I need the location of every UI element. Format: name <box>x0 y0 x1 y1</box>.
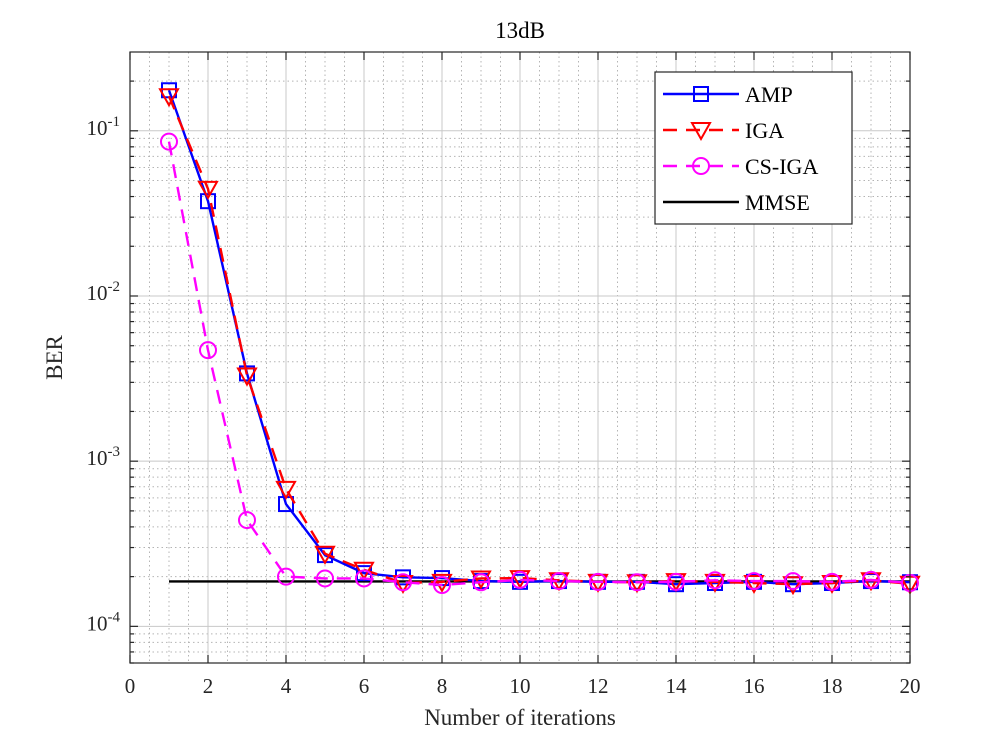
data-point-cs-iga <box>745 572 763 591</box>
data-point-cs-iga <box>706 571 724 590</box>
data-point-iga <box>431 573 453 593</box>
data-point-cs-iga <box>550 572 568 591</box>
data-point-cs-iga <box>628 573 646 592</box>
legend: AMP IGA CS-IGA MMSE <box>654 71 853 225</box>
chart-title: 13dB <box>495 18 545 43</box>
data-point-iga <box>392 575 414 595</box>
y-tick-label: 10-3 <box>87 444 121 470</box>
x-axis-title: Number of iterations <box>424 705 616 730</box>
data-point-cs-iga <box>472 573 490 592</box>
data-point-cs-iga <box>823 572 841 591</box>
legend-item-cs-iga: CS-IGA <box>663 154 818 179</box>
x-tick-label: 20 <box>900 674 921 698</box>
data-point-iga <box>704 573 726 593</box>
data-point-cs-iga <box>589 572 607 591</box>
data-point-cs-iga <box>199 341 217 360</box>
x-tick-label: 4 <box>281 674 292 698</box>
legend-marker-iga <box>690 122 712 142</box>
data-point-cs-iga <box>355 569 373 588</box>
axis-ticks <box>129 52 911 664</box>
data-point-iga <box>782 576 804 596</box>
data-point-iga <box>158 88 180 108</box>
series-cs-iga <box>160 132 919 594</box>
legend-item-iga: IGA <box>663 118 784 143</box>
data-point-iga <box>197 180 219 200</box>
data-point-cs-iga <box>667 572 685 591</box>
data-point-cs-iga <box>433 575 451 594</box>
legend-marker-amp <box>693 86 709 102</box>
x-tick-label: 8 <box>437 674 448 698</box>
data-point-cs-iga <box>160 132 178 151</box>
legend-item-mmse: MMSE <box>663 190 810 215</box>
y-tick-label: 10-4 <box>87 609 121 635</box>
data-point-cs-iga <box>394 573 412 592</box>
data-point-iga <box>236 367 258 387</box>
x-tick-label: 12 <box>588 674 609 698</box>
data-point-cs-iga <box>784 572 802 591</box>
data-point-iga <box>314 545 336 565</box>
data-point-iga <box>275 480 297 500</box>
x-tick-label: 10 <box>510 674 531 698</box>
y-tick-label: 10-2 <box>87 279 121 305</box>
legend-label-cs-iga: CS-IGA <box>745 154 818 179</box>
series-line-cs-iga <box>167 141 911 587</box>
legend-box <box>654 71 853 225</box>
data-point-cs-iga <box>862 570 880 589</box>
y-tick-label: 10-1 <box>87 114 121 140</box>
x-tick-label: 2 <box>203 674 214 698</box>
data-point-cs-iga <box>277 567 295 586</box>
x-tick-label: 14 <box>666 674 688 698</box>
y-axis-title: BER <box>42 334 67 379</box>
data-point-iga <box>470 570 492 590</box>
legend-label-mmse: MMSE <box>745 190 810 215</box>
legend-label-iga: IGA <box>745 118 784 143</box>
y-tick-labels: 10-4 10-3 10-2 10-1 <box>87 114 121 636</box>
data-point-cs-iga <box>238 511 256 530</box>
legend-label-amp: AMP <box>745 82 793 107</box>
legend-item-amp: AMP <box>663 82 793 107</box>
data-point-cs-iga <box>316 569 334 588</box>
x-tick-label: 18 <box>822 674 843 698</box>
x-tick-label: 0 <box>125 674 136 698</box>
data-point-iga <box>821 575 843 595</box>
x-tick-labels: 0 2 4 6 8 10 12 14 16 18 20 <box>125 674 921 698</box>
x-tick-label: 16 <box>744 674 765 698</box>
x-tick-label: 6 <box>359 674 370 698</box>
data-point-cs-iga <box>511 570 529 589</box>
data-point-iga <box>743 575 765 595</box>
legend-marker-cs-iga <box>692 157 710 175</box>
